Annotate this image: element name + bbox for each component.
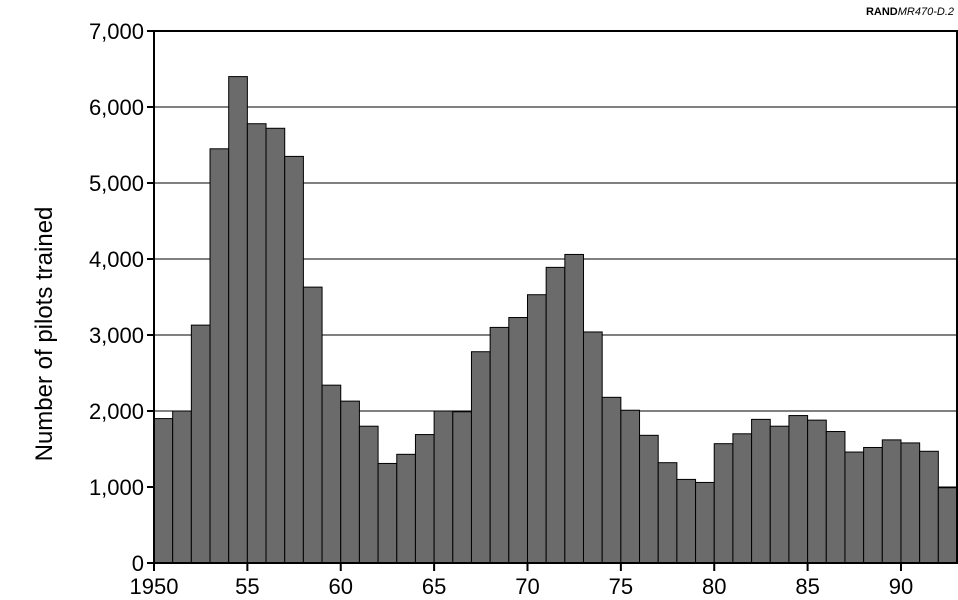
- bar-1987: [844, 451, 865, 564]
- bar-1958: [302, 286, 323, 564]
- y-tick-label: 5,000: [89, 171, 144, 196]
- bar-1964: [414, 434, 435, 564]
- x-tick-label: 1950: [130, 574, 179, 599]
- y-tick-label: 1,000: [89, 475, 144, 500]
- bar-1968: [489, 326, 510, 564]
- y-tick-label: 3,000: [89, 323, 144, 348]
- bar-1969: [508, 317, 528, 564]
- bar-1952: [190, 324, 211, 564]
- x-tick-label: 75: [609, 574, 633, 599]
- bar-1982: [751, 418, 771, 564]
- bar-1973: [583, 331, 603, 564]
- bar-1950: [153, 418, 174, 564]
- bar-1971: [545, 266, 566, 564]
- bar-1983: [769, 425, 790, 564]
- y-tick-label: 0: [132, 551, 144, 576]
- bar-1974: [601, 396, 622, 564]
- bar-1980: [713, 443, 734, 564]
- bar-1979: [695, 481, 715, 564]
- bar-1951: [172, 410, 192, 564]
- bar-1961: [358, 425, 379, 564]
- bar-1960: [340, 400, 360, 564]
- x-tick-label: 90: [889, 574, 913, 599]
- bar-1959: [321, 384, 342, 564]
- plot-frame: [153, 30, 958, 564]
- bar-1988: [863, 446, 883, 564]
- bar-1966: [452, 411, 472, 564]
- x-tick-label: 85: [795, 574, 819, 599]
- bar-1953: [209, 148, 230, 564]
- bar-1991: [919, 450, 939, 564]
- bar-1954: [228, 76, 248, 564]
- bar-1978: [676, 478, 697, 564]
- x-tick-label: 70: [515, 574, 539, 599]
- bar-1967: [470, 351, 491, 564]
- y-axis-title: Number of pilots trained: [31, 207, 58, 462]
- bar-1992: [937, 487, 958, 564]
- bar-1965: [433, 410, 454, 564]
- bar-1957: [284, 155, 304, 564]
- bar-1972: [564, 253, 585, 564]
- y-tick-label: 7,000: [89, 19, 144, 44]
- bar-1984: [788, 415, 809, 564]
- bar-1986: [825, 431, 846, 564]
- bars: [153, 76, 958, 564]
- x-tick-label: 55: [235, 574, 259, 599]
- plot-border: [153, 30, 958, 564]
- bar-1990: [900, 442, 921, 564]
- bar-1989: [881, 439, 902, 564]
- x-tick-label: 65: [422, 574, 446, 599]
- x-axis-ticks: 1950 55 60 65 70 75 80 85 90: [130, 563, 913, 599]
- source-code: MR470-D.2: [897, 6, 954, 18]
- bar-1970: [526, 294, 547, 564]
- bar-1975: [620, 409, 641, 564]
- y-tick-label: 2,000: [89, 399, 144, 424]
- bar-1955: [246, 123, 267, 564]
- source-org: RAND: [865, 6, 898, 18]
- bar-1963: [396, 453, 416, 564]
- bar-1962: [377, 462, 398, 564]
- bar-1977: [657, 462, 678, 564]
- y-axis-ticks: 0 1,000 2,000 3,000 4,000 5,000 6,000 7,000: [89, 19, 154, 576]
- bar-1981: [732, 433, 753, 564]
- y-tick-label: 6,000: [89, 95, 144, 120]
- x-tick-label: 60: [329, 574, 353, 599]
- bar-1976: [639, 434, 659, 564]
- bar-1985: [807, 419, 827, 564]
- y-tick-label: 4,000: [89, 247, 144, 272]
- source-tag: RANDMR470-D.2: [866, 6, 954, 18]
- x-tick-label: 80: [702, 574, 726, 599]
- bar-1956: [265, 127, 286, 564]
